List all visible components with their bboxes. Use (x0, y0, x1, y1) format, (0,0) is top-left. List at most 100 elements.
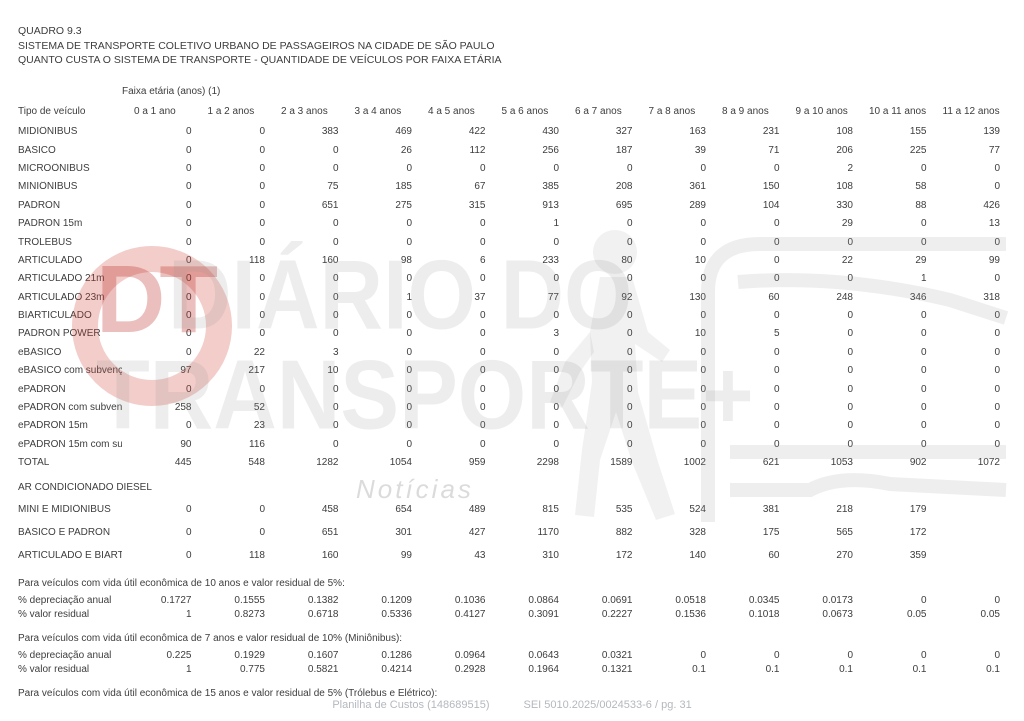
cell-value: 0.1 (692, 664, 706, 676)
row-label: BÁSICO E PADRON (18, 526, 111, 538)
cell-value: 0 (185, 162, 192, 174)
cell-value: 0 (553, 365, 559, 377)
cell-value: 1054 (389, 457, 412, 469)
row-label: MIDIÔNIBUS (18, 126, 78, 138)
cell-value: 913 (542, 199, 559, 211)
cell-value: 0 (259, 162, 265, 174)
cell-value: 535 (615, 503, 633, 515)
column-header-vehicle-type: Tipo de veículo (18, 106, 86, 117)
cell-value: 310 (542, 549, 559, 561)
row-label: ARTICULADO (18, 254, 83, 266)
cell-value: 0 (185, 328, 192, 340)
cell-value: 150 (762, 181, 780, 193)
cell-value: 621 (762, 457, 780, 469)
cell-value: 2298 (536, 457, 559, 469)
cell-value: 489 (468, 503, 486, 515)
cell-value: 0 (773, 254, 780, 266)
column-header-age-range: 9 a 10 anos (795, 106, 848, 117)
cell-value: 0 (994, 402, 1000, 414)
cell-value: 959 (468, 457, 486, 469)
cell-value: 0 (259, 526, 265, 538)
cell-value: 1072 (977, 457, 1000, 469)
cell-value: 548 (248, 457, 265, 469)
cell-value: 0.1929 (234, 650, 265, 662)
cell-value: 0.1727 (160, 595, 192, 607)
cell-value: 0 (626, 162, 633, 174)
cell-value: 0 (773, 402, 780, 414)
table-row: BÁSICO E PADRON 0 0 651 301 427 1170 882 328 175 5… (18, 521, 1006, 544)
cell-value: 108 (836, 126, 853, 138)
cell-value: 77 (988, 144, 1000, 156)
cell-value: 0 (332, 328, 339, 340)
cell-value: 0 (259, 291, 265, 303)
row-label: ARTICULADO E BIARTIC (18, 549, 122, 561)
cell-value: 0 (847, 420, 853, 432)
depreciation-section-header: Para veículos com vida útil econômica de… (18, 687, 438, 699)
cell-value: 1 (920, 273, 927, 285)
table-row: BIARTICULADO 0 0 0 0 0 0 0 0 0 0 0 0 (18, 306, 1006, 324)
row-label: BIARTICULADO (18, 310, 92, 322)
cell-value: 104 (762, 199, 780, 211)
cell-value: 0 (406, 346, 412, 358)
cell-value: 1 (185, 664, 192, 676)
cell-value: 23 (253, 420, 265, 432)
depreciation-sections: Para veículos com vida útil econômica de… (18, 578, 1006, 704)
cell-value: 0 (847, 236, 853, 248)
cell-value: 0 (847, 650, 853, 662)
cell-value: 0 (700, 402, 706, 414)
cell-value: 0 (626, 420, 633, 432)
cell-value: 208 (615, 181, 633, 193)
cell-value: 0 (259, 503, 265, 515)
cell-value: 422 (468, 126, 486, 138)
cell-value: 98 (400, 254, 412, 266)
title-line2: QUANTO CUSTA O SISTEMA DE TRANSPORTE - Q… (18, 54, 502, 66)
cell-value: 0 (773, 420, 780, 432)
cell-value: 163 (689, 126, 706, 138)
cell-value: 0 (259, 181, 265, 193)
cell-value: 139 (983, 126, 1000, 138)
depreciation-table: % depreciação anual 0.1727 0.1555 0.1382 0.1… (18, 594, 1006, 622)
cell-value: 0 (847, 273, 853, 285)
cell-value: 0.3091 (528, 609, 559, 621)
cell-value: 0.1964 (528, 664, 559, 676)
cell-value: 0 (700, 236, 706, 248)
cell-value: 301 (395, 526, 412, 538)
row-label: eBÁSICO com subvençã (18, 365, 122, 377)
cell-value: 0 (479, 310, 486, 322)
cell-value: 3 (332, 346, 339, 358)
cell-value: 1053 (830, 457, 853, 469)
cell-value: 0 (406, 328, 412, 340)
cell-value: 430 (542, 126, 559, 138)
cell-value: 0 (920, 346, 927, 358)
cell-value: 0 (185, 310, 192, 322)
cell-value: 218 (836, 503, 853, 515)
cell-value: 0 (185, 218, 192, 230)
cell-value: 88 (915, 199, 927, 211)
cell-value: 0 (920, 218, 927, 230)
table-row: % valor residual 1 0.775 0.5821 0.4214 0.2928… (18, 663, 1006, 677)
cell-value: 26 (400, 144, 412, 156)
cell-value: 0.1209 (381, 595, 412, 607)
row-label: TROLEBUS (18, 236, 72, 248)
cell-value: 0 (920, 162, 927, 174)
cell-value: 0 (479, 273, 486, 285)
cell-value: 0 (847, 365, 853, 377)
cell-value: 0.2227 (601, 609, 633, 621)
cell-value: 2 (847, 162, 853, 174)
cell-value: 248 (836, 291, 853, 303)
ac-diesel-table: MINI E MIDIÔNIBUS 0 0 458 654 489 815 535 524 381… (18, 498, 1006, 567)
cell-value: 22 (841, 254, 853, 266)
cell-value: 0 (406, 273, 412, 285)
cell-value: 172 (615, 549, 633, 561)
cell-value: 1 (185, 609, 192, 621)
table-row: BÁSICO 0 0 0 26 112 256 187 39 71 206 225 77 (18, 141, 1006, 159)
column-header-age-range: 1 a 2 anos (207, 106, 255, 117)
cell-value: 0.5821 (307, 664, 339, 676)
cell-value: 565 (836, 526, 853, 538)
cell-value: 0 (920, 402, 927, 414)
cell-value: 0 (332, 218, 339, 230)
title-line1: SISTEMA DE TRANSPORTE COLETIVO URBANO DE… (18, 39, 495, 52)
cell-value: 330 (836, 199, 853, 211)
cell-value: 0 (994, 383, 1000, 395)
cell-value: 0 (332, 310, 339, 322)
